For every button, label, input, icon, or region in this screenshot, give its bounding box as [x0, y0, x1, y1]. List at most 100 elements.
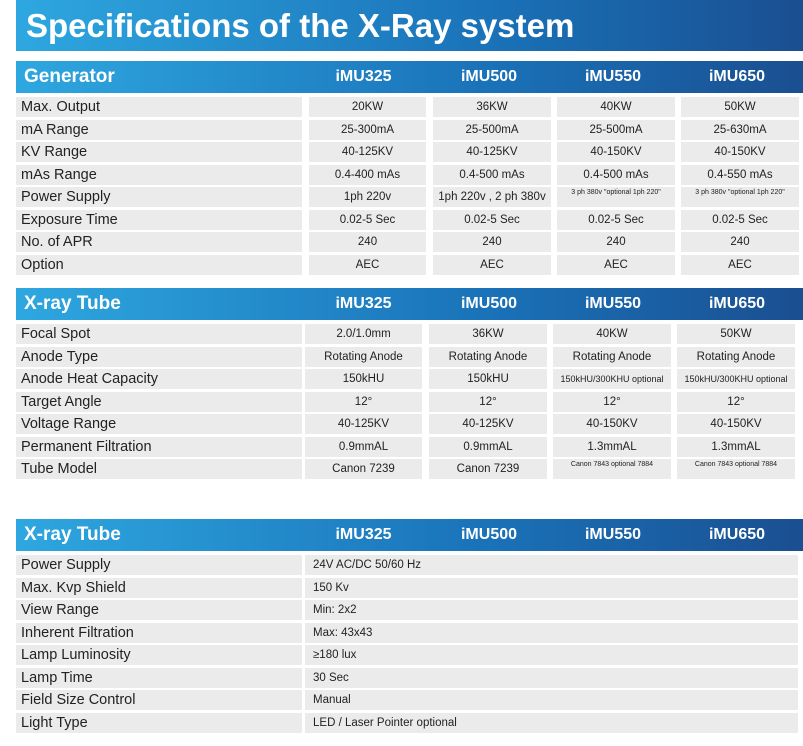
cell-value: 40-125KV [305, 414, 422, 434]
table-row: Exposure Time 0.02-5 Sec 0.02-5 Sec 0.02… [16, 209, 803, 232]
cell-value: LED / Laser Pointer optional [305, 712, 798, 733]
cell-value: 40-125KV [433, 142, 551, 162]
row-label: Power Supply [16, 555, 302, 575]
cell-value: 36KW [433, 97, 551, 117]
cell-value: 240 [309, 232, 426, 252]
table-row: Focal Spot 2.0/1.0mm 36KW 40KW 50KW [16, 323, 803, 346]
row-label: Voltage Range [16, 414, 302, 434]
cell-value: 1ph 220v [309, 187, 426, 207]
cell-value: 0.9mmAL [305, 436, 422, 457]
cell-value: 12° [429, 391, 547, 412]
cell-value: 0.4-500 mAs [433, 164, 551, 185]
cell-value: 150kHU [305, 369, 422, 389]
table-row: mA Range 25-300mA 25-500mA 25-500mA 25-6… [16, 119, 803, 142]
cell-value: 0.02-5 Sec [309, 209, 426, 230]
row-label: Power Supply [16, 187, 302, 207]
model-header: iMU325 [335, 526, 392, 543]
section-title: X-ray Tube [24, 524, 121, 545]
cell-value: Manual [305, 690, 798, 710]
cell-value: 0.02-5 Sec [557, 209, 675, 230]
table-row: KV Range 40-125KV 40-125KV 40-150KV 40-1… [16, 141, 803, 164]
cell-value: Rotating Anode [429, 346, 547, 367]
table-row: Anode Heat Capacity 150kHU 150kHU 150kHU… [16, 368, 803, 391]
table-row: Tube Model Canon 7239 Canon 7239 Canon 7… [16, 458, 803, 481]
model-header: iMU500 [460, 295, 518, 312]
row-label: Lamp Luminosity [16, 645, 302, 665]
section-header: Generator iMU325 iMU500 iMU550 iMU650 [16, 61, 803, 93]
cell-value: 3 ph 380v "optional 1ph 220" [557, 187, 675, 207]
xray-tube-accessory-section: X-ray Tube iMU325 iMU500 iMU550 iMU650 P… [16, 519, 803, 734]
row-label: No. of APR [16, 232, 302, 252]
cell-value: 0.02-5 Sec [681, 209, 799, 230]
row-label: Focal Spot [16, 324, 302, 344]
cell-value: 0.4-400 mAs [309, 164, 426, 185]
cell-value: 30 Sec [305, 667, 798, 688]
cell-value: Min: 2x2 [305, 600, 798, 620]
cell-value: 240 [681, 232, 799, 252]
cell-value: Max: 43x43 [305, 622, 798, 643]
cell-value: 25-500mA [557, 119, 675, 140]
model-header: iMU550 [584, 68, 642, 85]
section-header: X-ray Tube iMU325 iMU500 iMU550 iMU650 [16, 519, 803, 551]
cell-value: 20KW [309, 97, 426, 117]
cell-value: 25-630mA [681, 119, 799, 140]
cell-value: 240 [433, 232, 551, 252]
section-title: X-ray Tube [24, 293, 121, 314]
table-row: Power Supply 1ph 220v 1ph 220v , 2 ph 38… [16, 186, 803, 209]
cell-value: 12° [553, 391, 671, 412]
row-label: Light Type [16, 712, 302, 733]
cell-value: Rotating Anode [677, 346, 795, 367]
generator-section: Generator iMU325 iMU500 iMU550 iMU650 Ma… [16, 61, 803, 276]
table-row: Lamp Time 30 Sec [16, 667, 803, 690]
row-label: Anode Type [16, 346, 302, 367]
cell-value: AEC [557, 254, 675, 275]
cell-value: ≥180 lux [305, 645, 798, 665]
row-label: Tube Model [16, 459, 302, 479]
table-row: Inherent Filtration Max: 43x43 [16, 622, 803, 645]
row-label: Option [16, 254, 302, 275]
model-header: iMU550 [584, 295, 642, 312]
cell-value: 40-150KV [677, 414, 795, 434]
cell-value: 40-125KV [429, 414, 547, 434]
cell-value: 0.4-500 mAs [557, 164, 675, 185]
cell-value: 150 Kv [305, 577, 798, 598]
cell-value: 50KW [681, 97, 799, 117]
model-header: iMU325 [335, 68, 392, 85]
row-label: Inherent Filtration [16, 622, 302, 643]
row-label: mA Range [16, 119, 302, 140]
row-label: mAs Range [16, 164, 302, 185]
table-row: Target Angle 12° 12° 12° 12° [16, 391, 803, 414]
cell-value: 25-300mA [309, 119, 426, 140]
table-row: Permanent Filtration 0.9mmAL 0.9mmAL 1.3… [16, 436, 803, 459]
cell-value: 40-150KV [553, 414, 671, 434]
cell-value: AEC [309, 254, 426, 275]
row-label: Permanent Filtration [16, 436, 302, 457]
cell-value: 40KW [553, 324, 671, 344]
page-title: Specifications of the X-Ray system [16, 0, 803, 51]
row-label: Field Size Control [16, 690, 302, 710]
table-row: mAs Range 0.4-400 mAs 0.4-500 mAs 0.4-50… [16, 164, 803, 187]
cell-value: 2.0/1.0mm [305, 324, 422, 344]
row-label: Lamp Time [16, 667, 302, 688]
cell-value: 0.02-5 Sec [433, 209, 551, 230]
cell-value: Canon 7239 [305, 459, 422, 479]
cell-value: 40KW [557, 97, 675, 117]
cell-value: 40-150KV [557, 142, 675, 162]
cell-value: AEC [433, 254, 551, 275]
cell-value: 25-500mA [433, 119, 551, 140]
row-label: Max. Kvp Shield [16, 577, 302, 598]
cell-value: 1.3mmAL [677, 436, 795, 457]
table-row: Power Supply 24V AC/DC 50/60 Hz [16, 554, 803, 577]
table-row: Option AEC AEC AEC AEC [16, 254, 803, 277]
cell-value: Canon 7239 [429, 459, 547, 479]
cell-value: 36KW [429, 324, 547, 344]
table-row: Max. Output 20KW 36KW 40KW 50KW [16, 96, 803, 119]
model-header: iMU550 [584, 526, 642, 543]
cell-value: Rotating Anode [553, 346, 671, 367]
cell-value: Rotating Anode [305, 346, 422, 367]
table-row: No. of APR 240 240 240 240 [16, 231, 803, 254]
table-row: Voltage Range 40-125KV 40-125KV 40-150KV… [16, 413, 803, 436]
cell-value: 12° [305, 391, 422, 412]
row-label: Target Angle [16, 391, 302, 412]
table-row: Lamp Luminosity ≥180 lux [16, 644, 803, 667]
